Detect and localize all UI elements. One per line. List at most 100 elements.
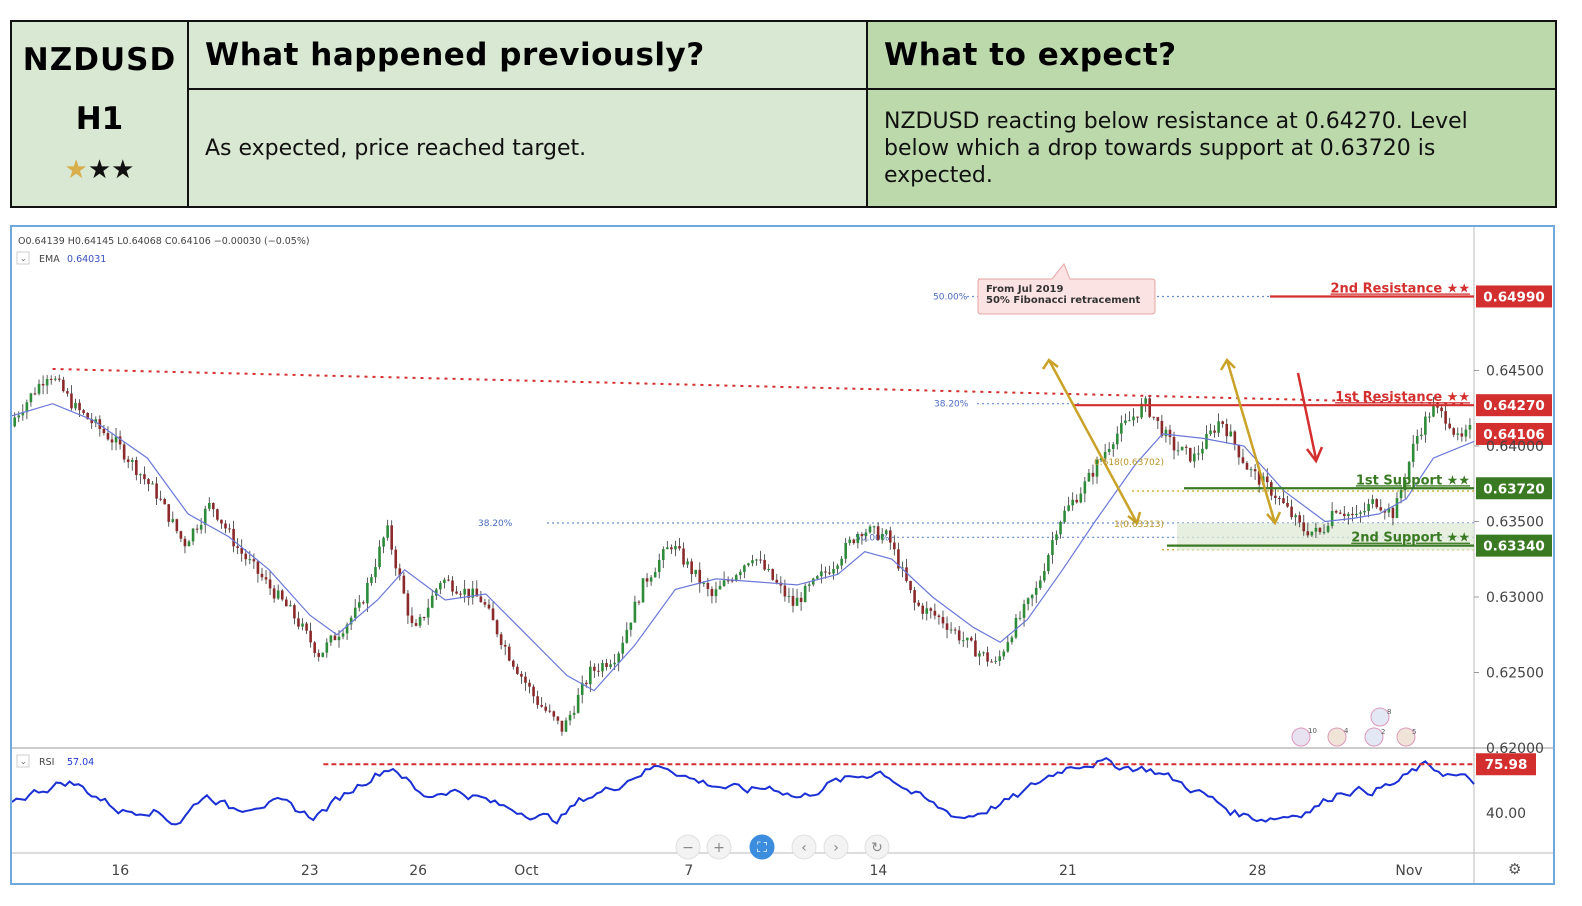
candle-body: [1468, 424, 1472, 430]
candle-body: [759, 559, 762, 561]
candle-body: [289, 605, 292, 607]
candle-body: [791, 596, 795, 606]
candle-body: [1188, 447, 1192, 462]
flag-us-icon[interactable]: [1291, 727, 1311, 747]
scroll-right-icon: ›: [833, 840, 839, 856]
settings-gear-icon[interactable]: ⚙: [1508, 860, 1521, 878]
expect-header-cell: What to expect?: [866, 20, 1557, 90]
candle-body: [913, 590, 916, 603]
candle-body: [293, 605, 296, 619]
candle-body: [159, 498, 162, 500]
level-price-value: 0.63340: [1483, 539, 1545, 555]
candle-body: [714, 589, 718, 597]
candle-body: [163, 499, 166, 505]
candle-body: [451, 580, 454, 592]
candle-body: [633, 601, 637, 623]
economic-events[interactable]: 10 4 8 2 5: [1291, 707, 1416, 747]
candle-body: [248, 559, 252, 561]
y-tick-label: 0.64000: [1486, 439, 1544, 455]
x-tick-label: Nov: [1395, 863, 1422, 879]
candle-body: [256, 561, 260, 574]
candle-body: [593, 666, 596, 671]
candle-body: [447, 579, 450, 581]
candle-body: [755, 559, 758, 561]
price-chart[interactable]: 50.00% 38.20% 38.20% 50.00% 2nd Resistance …: [11, 227, 1553, 883]
candle-body: [520, 673, 523, 677]
candle-body: [78, 402, 81, 411]
candle-body: [844, 542, 847, 559]
candle-body: [933, 610, 937, 616]
candle-body: [532, 686, 535, 697]
candle-body: [155, 483, 158, 499]
candle-body: [1342, 513, 1346, 517]
candle-body: [803, 585, 807, 602]
flag-nz-icon[interactable]: [1396, 727, 1416, 747]
candle-body: [718, 585, 722, 590]
candle-body: [613, 662, 616, 665]
candle-body: [625, 629, 629, 643]
candle-body: [1071, 499, 1074, 506]
candle-body: [986, 652, 989, 662]
rsi-value: 57.04: [67, 757, 94, 768]
scroll-left-button[interactable]: [791, 834, 817, 860]
zoom-in-button[interactable]: [706, 834, 732, 860]
reset-view-button[interactable]: [749, 834, 775, 860]
candle-body: [621, 642, 625, 654]
pattern-arrowhead: [1266, 511, 1282, 526]
candle-body: [378, 546, 381, 568]
candle-body: [1448, 423, 1451, 429]
flag-nz-icon[interactable]: [1327, 727, 1347, 747]
event-count: 8: [1387, 708, 1391, 716]
candle-body: [787, 596, 791, 598]
candle-body: [998, 656, 1002, 661]
candle-body: [710, 589, 714, 597]
candle-body: [1428, 416, 1431, 418]
candle-body: [345, 624, 349, 634]
candle-body: [1257, 471, 1261, 485]
flag-us-icon[interactable]: [1370, 707, 1390, 727]
candle-body: [832, 568, 835, 574]
reload-button[interactable]: [864, 834, 890, 860]
candle-body: [398, 568, 402, 576]
candle-body: [228, 528, 231, 530]
zoom-out-button[interactable]: [675, 834, 701, 860]
level-price-tag: [1476, 534, 1552, 557]
candle-body: [284, 599, 288, 607]
candle-body: [929, 608, 933, 611]
flag-us-icon[interactable]: [1364, 727, 1384, 747]
fib-level-label: 50.00%: [933, 292, 968, 302]
candle-body: [49, 379, 53, 381]
candle-body: [1464, 429, 1468, 437]
candle-body: [1209, 430, 1212, 434]
candle-body: [507, 646, 511, 661]
scroll-right-button[interactable]: [823, 834, 849, 860]
pattern-arrowhead: [1127, 511, 1142, 526]
previous-body-cell: As expected, price reached target.: [187, 88, 868, 208]
candle-body: [1399, 490, 1403, 499]
candle-body: [57, 378, 61, 380]
candle-body: [1002, 651, 1006, 657]
star-rating: ★★★: [12, 157, 187, 183]
expect-text: NZDUSD reacting below resistance at 0.64…: [884, 108, 1468, 188]
candle-body: [45, 379, 49, 386]
rsi-overbought-tag: [1476, 753, 1536, 776]
collapse-rsi-toggle[interactable]: [16, 754, 30, 768]
candle-body: [698, 569, 702, 584]
candle-body: [491, 608, 495, 621]
candle-body: [799, 597, 803, 602]
candle-body: [82, 410, 85, 413]
candle-body: [1099, 458, 1103, 461]
price-chart-panel[interactable]: 50.00% 38.20% 38.20% 50.00% 2nd Resistance …: [10, 225, 1555, 885]
collapse-legend-toggle[interactable]: [16, 251, 30, 265]
event-count: 2: [1381, 728, 1385, 736]
candle-body: [1278, 497, 1281, 499]
candle-body: [524, 676, 527, 683]
candle-body: [463, 588, 466, 595]
candle-body: [386, 525, 389, 538]
candle-body: [1415, 435, 1419, 444]
candle-body: [597, 670, 600, 672]
candle-body: [366, 582, 369, 604]
candle-body: [848, 539, 852, 543]
candle-body: [370, 577, 373, 583]
expected-drop-arrowhead: [1306, 446, 1324, 464]
